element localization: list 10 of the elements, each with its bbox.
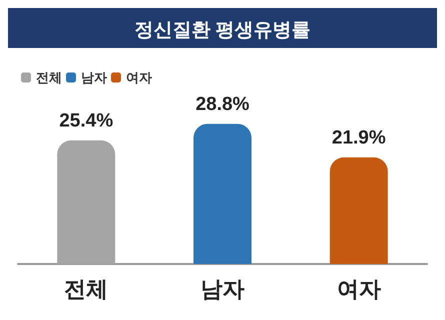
data-label: 28.8% [196, 94, 250, 115]
legend-label: 여자 [126, 70, 152, 85]
x-tick-label: 여자 [336, 276, 381, 302]
chart-title: 정신질환 평생유병률 [134, 20, 311, 41]
x-tick-label: 남자 [200, 276, 244, 302]
data-label: 25.4% [59, 110, 114, 132]
x-tick-label: 전체 [64, 276, 108, 302]
data-label: 21.9% [332, 127, 386, 148]
legend-label: 전체 [36, 70, 62, 85]
legend-label: 남자 [81, 70, 107, 85]
